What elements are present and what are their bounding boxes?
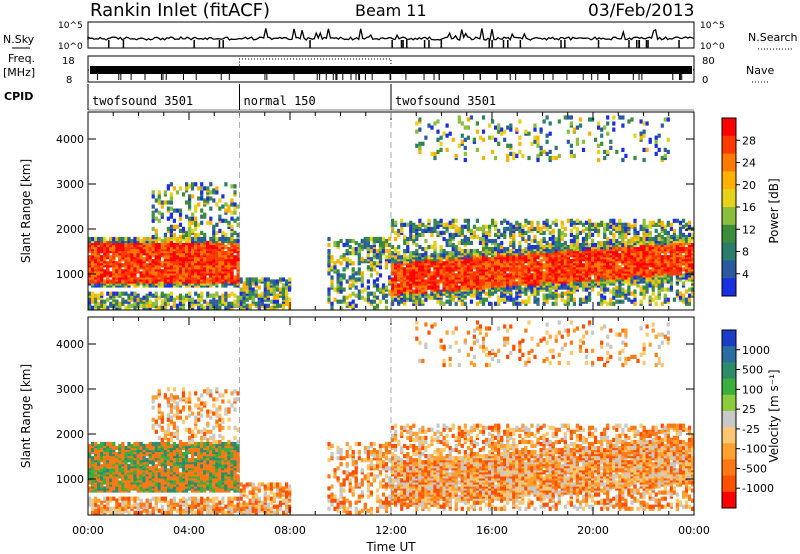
cpid-segment-label: twofsound 3501 [395,94,496,108]
velocity-colorbar: 1000 500 100 25 -25 -100 -500 -1000 [721,329,774,509]
nsky-tick-high: 10^5 [58,21,83,31]
colorbar-swatch [722,260,736,279]
x-tick-label: 08:00 [274,524,306,537]
power-heatmap [88,115,695,310]
x-tick-label: 00:00 [72,524,104,537]
colorbar-swatch [722,427,736,444]
power-colorbar-title: Power [dB] [767,178,781,243]
colorbar-swatch [722,394,736,412]
colorbar-tick-label: 20 [742,179,756,192]
y-tick-label: 3000 [56,383,84,396]
colorbar-tick-label: 28 [742,134,756,147]
colorbar-tick-label: -25 [742,423,760,436]
colorbar-swatch [722,278,736,297]
cpid-segment-label: normal 150 [244,94,316,108]
power-colorbar: 28 24 20 16 12 8 4 [721,117,756,297]
colorbar-swatch [722,491,736,509]
colorbar-swatch [722,153,736,172]
colorbar-swatch [722,135,736,155]
colorbar-tick-label: 1000 [742,344,770,357]
nave-trace [88,58,694,71]
nave-tick-high: 80 [702,56,715,67]
velocity-ylabel: Slant Range [km] [19,364,33,468]
colorbar-swatch [722,410,736,428]
nsky-panel: 10^5 10^0 10^5 10^0 N.Sky N.Search [3,21,798,52]
y-tick-label: 3000 [56,178,84,191]
x-tick-label: 20:00 [577,524,609,537]
station-title: Rankin Inlet (fitACF) [90,0,270,21]
y-tick-label: 1000 [56,268,84,281]
y-tick-label: 4000 [56,133,84,146]
velocity-colorbar-title: Velocity [m s⁻¹] [767,369,781,462]
colorbar-tick-label: 25 [742,403,756,416]
nave-tick-low: 0 [702,75,708,86]
colorbar-tick-label: 100 [742,383,763,396]
power-ylabel: Slant Range [km] [19,159,33,263]
freq-tick-low: 8 [66,75,72,86]
nsearch-label: N.Search [748,31,798,44]
nave-label: Nave [746,64,774,77]
x-tick-label: 12:00 [375,524,407,537]
colorbar-tick-label: 24 [742,157,756,170]
y-tick-label: 2000 [56,223,84,236]
nsearch-tick-low: 10^0 [700,42,725,52]
velocity-heatmap [88,320,695,515]
colorbar-swatch [722,443,736,460]
colorbar-swatch [722,118,736,137]
colorbar-swatch [722,346,736,363]
colorbar-swatch [722,224,736,244]
cpid-segment-label: twofsound 3501 [92,94,193,108]
y-tick-label: 2000 [56,428,84,441]
colorbar-tick-label: 12 [742,223,756,236]
colorbar-swatch [722,189,736,208]
freq-tick-high: 18 [62,56,75,67]
x-axis: 00:00 04:00 08:00 12:00 16:00 20:00 00:00 [72,524,710,537]
velocity-panel: 1000 2000 3000 4000 Slant Range [km] [19,316,695,516]
colorbar-swatch [722,475,736,493]
colorbar-tick-label: 8 [742,246,749,259]
colorbar-swatch [722,171,736,190]
colorbar-tick-label: -500 [742,462,767,475]
freq-label: Freq. [8,52,35,65]
nsky-label: N.Sky [3,33,35,46]
power-panel: 1000 2000 3000 4000 Slant Range [km] [19,111,695,311]
date-title: 03/Feb/2013 [588,1,694,21]
colorbar-swatch [722,459,736,477]
nsky-trace [87,28,695,41]
colorbar-swatch [722,207,736,226]
colorbar-swatch [722,378,736,396]
freq-panel: 18 8 80 0 Freq. [MHz] Nave [3,52,774,86]
colorbar-swatch [722,242,736,261]
cpid-label: CPID [4,90,33,103]
x-tick-label: 16:00 [476,524,508,537]
colorbar-swatch [722,362,736,380]
x-tick-label: 04:00 [173,524,205,537]
colorbar-tick-label: -100 [742,443,767,456]
nsky-tick-low: 10^0 [58,42,83,52]
x-tick-label: 00:00 [678,524,710,537]
colorbar-tick-label: -1000 [742,482,774,495]
colorbar-swatch [722,330,736,347]
x-axis-title: Time UT [365,540,416,554]
colorbar-tick-label: 16 [742,201,756,214]
beam-title: Beam 11 [355,1,427,20]
cpid-row: CPID twofsound 3501 normal 150 twofsound 3… [4,84,694,111]
y-tick-label: 4000 [56,338,84,351]
y-tick-label: 1000 [56,473,84,486]
nsearch-tick-high: 10^5 [700,21,725,31]
colorbar-tick-label: 500 [742,364,763,377]
colorbar-tick-label: 4 [742,268,749,281]
freq-unit-label: [MHz] [3,66,35,79]
